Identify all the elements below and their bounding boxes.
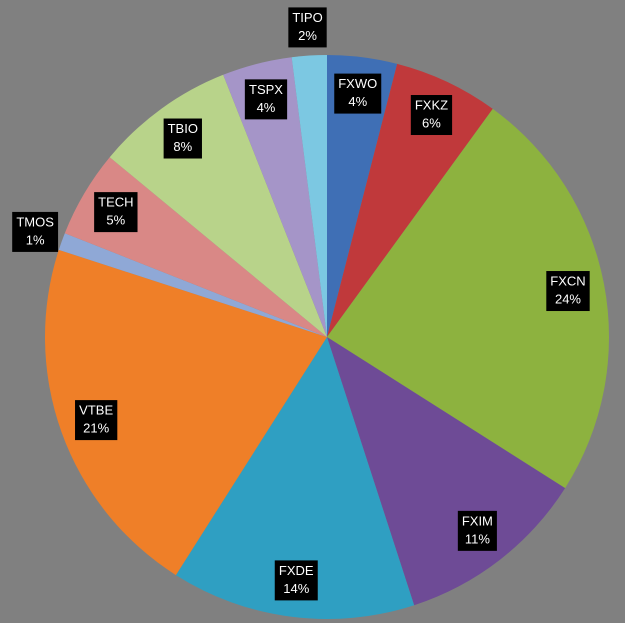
label-name: TMOS [16,214,54,229]
label-name: FXWO [338,76,377,91]
data-label: TSPX 4% [244,79,288,120]
data-label: FXDE 14% [274,560,318,601]
label-value: 1% [26,232,45,247]
label-name: TSPX [249,82,283,97]
pie-slice [327,55,398,337]
pie-slice [223,57,327,337]
label-box [94,192,138,233]
data-label: TECH 5% [94,192,138,233]
pie-slice [327,108,609,489]
pie-slice [327,337,566,606]
data-label: FXCN 24% [546,271,590,312]
label-name: FXDE [279,563,314,578]
label-box [334,73,382,114]
data-label: FXKZ 6% [410,95,453,136]
label-name: TBIO [168,121,198,136]
pie-slice [44,249,327,576]
pie-slice [58,233,327,337]
data-label: FXWO 4% [334,73,382,114]
data-label: VTBE 21% [75,400,118,441]
data-label: TBIO 8% [163,118,202,159]
label-name: FXIM [462,513,493,528]
label-name: TECH [98,195,133,210]
data-label: TMOS 1% [12,211,59,252]
label-name: FXCN [550,273,585,288]
label-box [12,211,59,252]
label-name: VTBE [79,403,113,418]
label-box [75,400,118,441]
label-value: 2% [298,28,317,43]
label-box [457,510,497,551]
label-value: 21% [83,421,109,436]
label-box [410,95,453,136]
label-value: 4% [257,100,276,115]
label-value: 24% [555,291,581,306]
label-name: FXKZ [415,97,448,112]
label-value: 4% [348,94,367,109]
label-box [163,118,202,159]
label-value: 8% [173,139,192,154]
label-value: 14% [283,581,309,596]
label-value: 5% [106,213,125,228]
label-value: 6% [422,115,441,130]
pie-slice [175,337,415,619]
label-box [274,560,318,601]
pie-slice [291,55,327,337]
label-box [546,271,590,312]
label-name: TIPO [292,10,322,25]
label-box [288,7,327,48]
label-box [244,79,288,120]
data-label: FXIM 11% [457,510,497,551]
data-label: TIPO 2% [288,7,327,48]
label-value: 11% [465,531,490,546]
